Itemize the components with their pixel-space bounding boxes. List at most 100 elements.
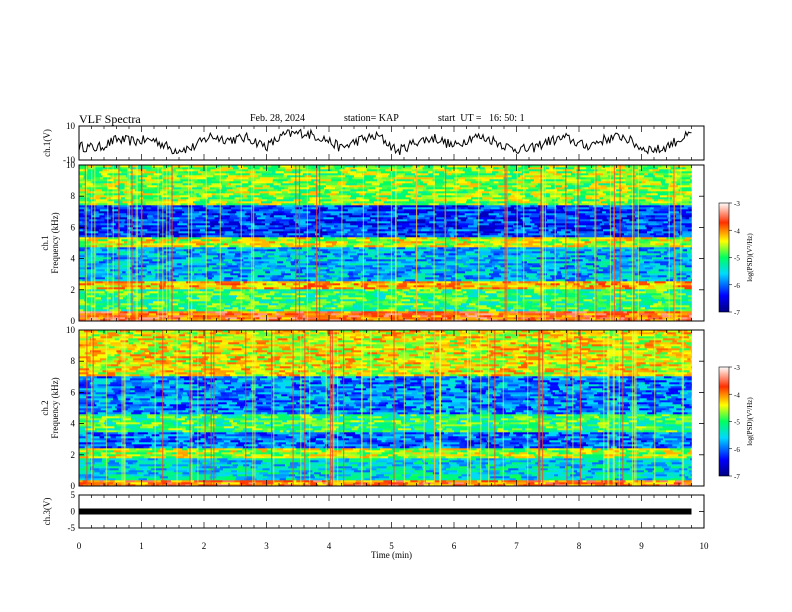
spectrogram-cell [568,291,579,294]
spectrogram-cell [227,247,237,250]
spectrogram-cell [653,211,658,214]
spectrogram-cell [522,299,531,302]
spectrogram-cell [397,219,408,222]
spectrogram-cell [444,277,452,280]
spectrogram-cell [438,261,448,264]
spectrogram-cell [639,273,648,276]
spectrogram-cell [309,261,320,264]
spectrogram-cell [278,301,286,304]
spectrogram-cell [79,303,90,306]
spectrogram-cell [358,283,363,286]
spectrogram-cell [682,231,692,234]
spectrogram-cell [456,227,463,230]
spectrogram-cell [294,263,307,266]
spectrogram-cell [352,213,362,216]
spectrogram-cell [150,287,161,290]
spectrogram-cell [194,209,199,212]
spectrogram-cell [396,243,405,246]
spectrogram-cell [577,211,589,214]
spectrogram-cell [343,213,353,216]
spectrogram-cell [285,289,291,292]
spectrogram-cell [261,297,271,300]
spectrogram-cell [251,239,260,242]
spectrogram-cell [417,255,422,258]
spectrogram-cell [246,215,251,218]
spectrogram-cell [529,259,537,262]
spectrogram-cell [214,279,224,282]
spectrogram-cell [455,207,462,210]
spectrogram-cell [268,315,277,318]
spectrogram-cell [667,313,680,316]
spectrogram-cell [471,271,479,274]
spectrogram-cell [657,199,665,202]
spectrogram-cell [600,235,605,238]
spectrogram-cell [314,229,323,232]
spectrogram-cell [100,319,111,322]
spectrogram-cell [422,279,432,282]
spectrogram-cell [329,269,337,272]
spectrogram-cell [79,231,86,234]
spectrogram-cell [108,239,113,242]
spectrogram-cell [359,199,370,202]
spectrogram-cell [102,281,109,284]
spectrogram-cell [153,301,165,304]
spectrogram-cell [431,227,439,230]
spectrogram-cell [563,263,576,266]
spectrogram-cell [224,211,229,214]
spectrogram-cell [173,245,184,248]
spectrogram-cell [554,243,563,246]
spectrogram-cell [230,291,242,294]
spectrogram-cell [155,235,160,238]
spectrogram-cell [363,265,373,268]
spectrogram-cell [366,259,378,262]
spectrogram-cell [315,209,322,212]
spectrogram-cell [136,295,145,298]
spectrogram-cell [510,211,520,214]
spectrogram-cell [678,231,683,234]
spectrogram-cell [672,247,680,250]
spectrogram-cell [211,269,221,272]
spectrogram-cell [322,305,334,308]
spectrogram-cell [320,301,331,304]
spectrogram-cell [343,241,349,244]
spectrogram-cell [246,211,255,214]
spectrogram-cell [586,295,598,298]
spectrogram-cell [119,319,126,322]
spectrogram-cell [548,233,560,236]
spectrogram-cell [461,279,474,282]
spectrogram-cell [224,233,234,236]
spectrogram-cell [561,299,566,302]
spectrogram-cell [157,251,165,254]
spectrogram-cell [177,201,182,204]
spectrogram-cell [302,257,307,260]
spectrogram-cell [254,295,267,298]
spectrogram-cell [182,319,192,322]
spectrogram-cell [633,299,642,302]
spectrogram-cell [265,217,273,220]
spectrogram-cell [165,231,170,234]
spectrogram-cell [268,235,275,238]
spectrogram-cell [185,259,190,262]
spectrogram-cell [603,229,614,232]
spectrogram-cell [685,279,692,282]
spectrogram-cell [603,311,608,314]
spectrogram-cell [386,223,394,226]
spectrogram-cell [353,229,362,232]
spectrogram-cell [472,199,480,202]
spectrogram-cell [88,269,97,272]
spectrogram-cell [193,311,198,314]
spectrogram-cell [395,205,401,208]
spectrogram-cell [176,225,188,228]
spectrogram-cell [204,265,210,268]
spectrogram-cell [264,275,273,278]
spectrogram-cell [453,309,463,312]
spectrogram-cell [675,215,682,218]
spectrogram-cell [518,231,527,234]
spectrogram-cell [146,239,156,242]
spectrogram-cell [257,313,268,316]
spectrogram-cell [349,261,357,264]
spectrogram-cell [478,261,490,264]
spectrogram-cell [626,281,637,284]
spectrogram-cell [199,291,203,294]
spectrogram-cell [688,267,692,270]
